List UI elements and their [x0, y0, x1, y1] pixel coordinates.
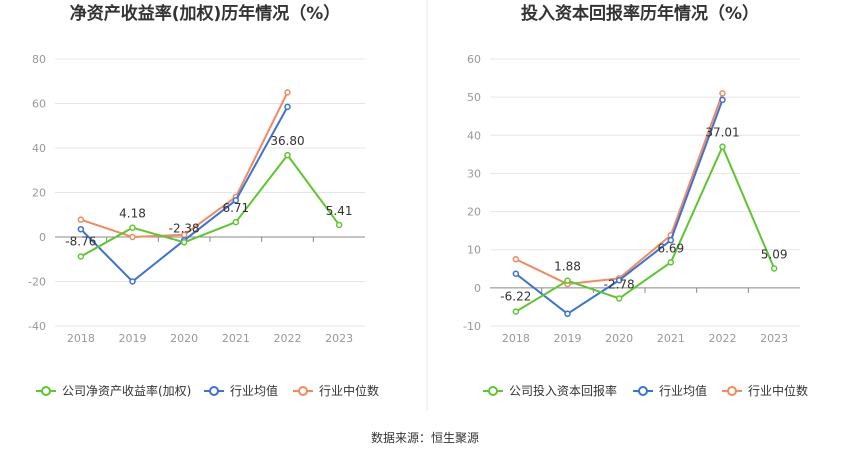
legend-label: 行业均值 [230, 383, 278, 398]
data-label: -6.22 [500, 290, 531, 304]
x-tick-label: 2020 [605, 332, 633, 345]
y-tick-label: 20 [467, 206, 481, 219]
data-point-median [129, 233, 136, 241]
x-tick-label: 2019 [119, 332, 147, 345]
legend-label: 行业均值 [659, 383, 707, 398]
data-point-company [180, 239, 188, 246]
legend-swatch-marker [209, 386, 219, 396]
x-tick-label: 2018 [502, 332, 530, 345]
data-point-average [512, 270, 520, 277]
y-tick-label: 0 [474, 282, 481, 295]
data-point-company [564, 277, 571, 284]
data-point-average [77, 225, 85, 233]
data-point-median [284, 89, 291, 96]
y-tick-label: -40 [28, 320, 46, 333]
y-tick-label: 50 [467, 91, 481, 104]
data-point-median [719, 90, 726, 97]
x-tick-label: 2023 [760, 332, 788, 345]
legend-swatch-marker [727, 386, 737, 396]
y-tick-label: 60 [32, 98, 46, 111]
data-label: 4.18 [119, 207, 146, 221]
x-tick-label: 2022 [274, 332, 302, 345]
y-tick-label: -20 [28, 276, 46, 289]
y-tick-label: 10 [467, 244, 481, 257]
x-tick-label: 2023 [325, 332, 353, 345]
data-point-company [770, 265, 778, 272]
roe-chart-panel: 净资产收益率(加权)历年情况（%） -40 -20 0 20 40 60 80 2018 2019… [28, 3, 379, 398]
chart-title: 投入资本回报率历年情况（%） [521, 3, 759, 24]
legend-label: 公司净资产收益率(加权) [62, 383, 191, 398]
data-point-average [719, 96, 726, 104]
y-tick-label: 0 [39, 231, 46, 244]
series-line-company [515, 145, 776, 313]
data-source-note: 数据来源：恒生聚源 [371, 430, 479, 445]
legend-swatch-marker [488, 386, 498, 396]
legend-item-median[interactable]: 行业中位数 [722, 383, 808, 398]
data-point-company [129, 224, 136, 231]
data-point-company [232, 218, 240, 226]
data-label: 5.09 [761, 247, 788, 261]
legend-item-company[interactable]: 公司投入资本回报率 [483, 383, 617, 398]
x-tick-label: 2020 [170, 332, 198, 345]
y-tick-label: 40 [467, 129, 481, 142]
y-tick-label: 40 [32, 142, 46, 155]
y-tick-label: -10 [463, 320, 481, 333]
data-point-average [129, 278, 136, 285]
data-point-company [512, 308, 520, 315]
legend-item-average[interactable]: 行业均值 [204, 383, 278, 398]
data-label: 36.80 [270, 134, 304, 148]
data-point-average [667, 236, 675, 244]
data-label: 6.71 [222, 201, 249, 215]
data-point-company [615, 295, 623, 302]
chart-title: 净资产收益率(加权)历年情况（%） [70, 3, 341, 24]
x-tick-label: 2018 [67, 332, 95, 345]
data-point-company [284, 151, 291, 159]
x-tick-label: 2021 [222, 332, 250, 345]
legend-label: 行业中位数 [319, 383, 379, 398]
legend-swatch-marker [298, 386, 308, 396]
series-line-median [515, 92, 724, 286]
legend-label: 公司投入资本回报率 [509, 383, 617, 398]
legend-swatch-marker [41, 386, 51, 396]
y-tick-label: 30 [467, 167, 481, 180]
y-tick-label: 80 [32, 53, 46, 66]
data-point-company [335, 221, 343, 229]
data-point-average [232, 197, 240, 204]
data-label: 1.88 [554, 260, 581, 274]
legend-item-average[interactable]: 行业均值 [633, 383, 707, 398]
x-tick-label: 2019 [554, 332, 582, 345]
x-tick-label: 2022 [709, 332, 737, 345]
data-point-median [77, 216, 85, 223]
data-point-average [284, 103, 291, 111]
data-label: 6.69 [657, 241, 684, 255]
data-point-company [77, 253, 85, 260]
data-point-average [615, 276, 623, 284]
legend-swatch-marker [638, 386, 648, 396]
legend-item-company[interactable]: 公司净资产收益率(加权) [36, 383, 191, 398]
series-line-company [80, 154, 340, 258]
data-point-company [667, 259, 675, 266]
data-label: -8.76 [65, 234, 96, 248]
roic-chart-panel: 投入资本回报率历年情况（%） -10 0 10 20 30 40 50 60 2018 2019 20… [463, 3, 808, 398]
x-tick-label: 2021 [657, 332, 685, 345]
legend-item-median[interactable]: 行业中位数 [293, 383, 379, 398]
data-label: 5.41 [326, 204, 353, 218]
data-label: 37.01 [705, 126, 739, 140]
data-point-average [564, 310, 571, 318]
data-label: -2.78 [604, 277, 635, 291]
y-tick-label: 20 [32, 187, 46, 200]
data-label: -2.38 [169, 221, 200, 235]
y-tick-label: 60 [467, 53, 481, 66]
data-point-company [719, 143, 726, 150]
legend-label: 行业中位数 [748, 383, 808, 398]
data-point-median [512, 256, 520, 263]
